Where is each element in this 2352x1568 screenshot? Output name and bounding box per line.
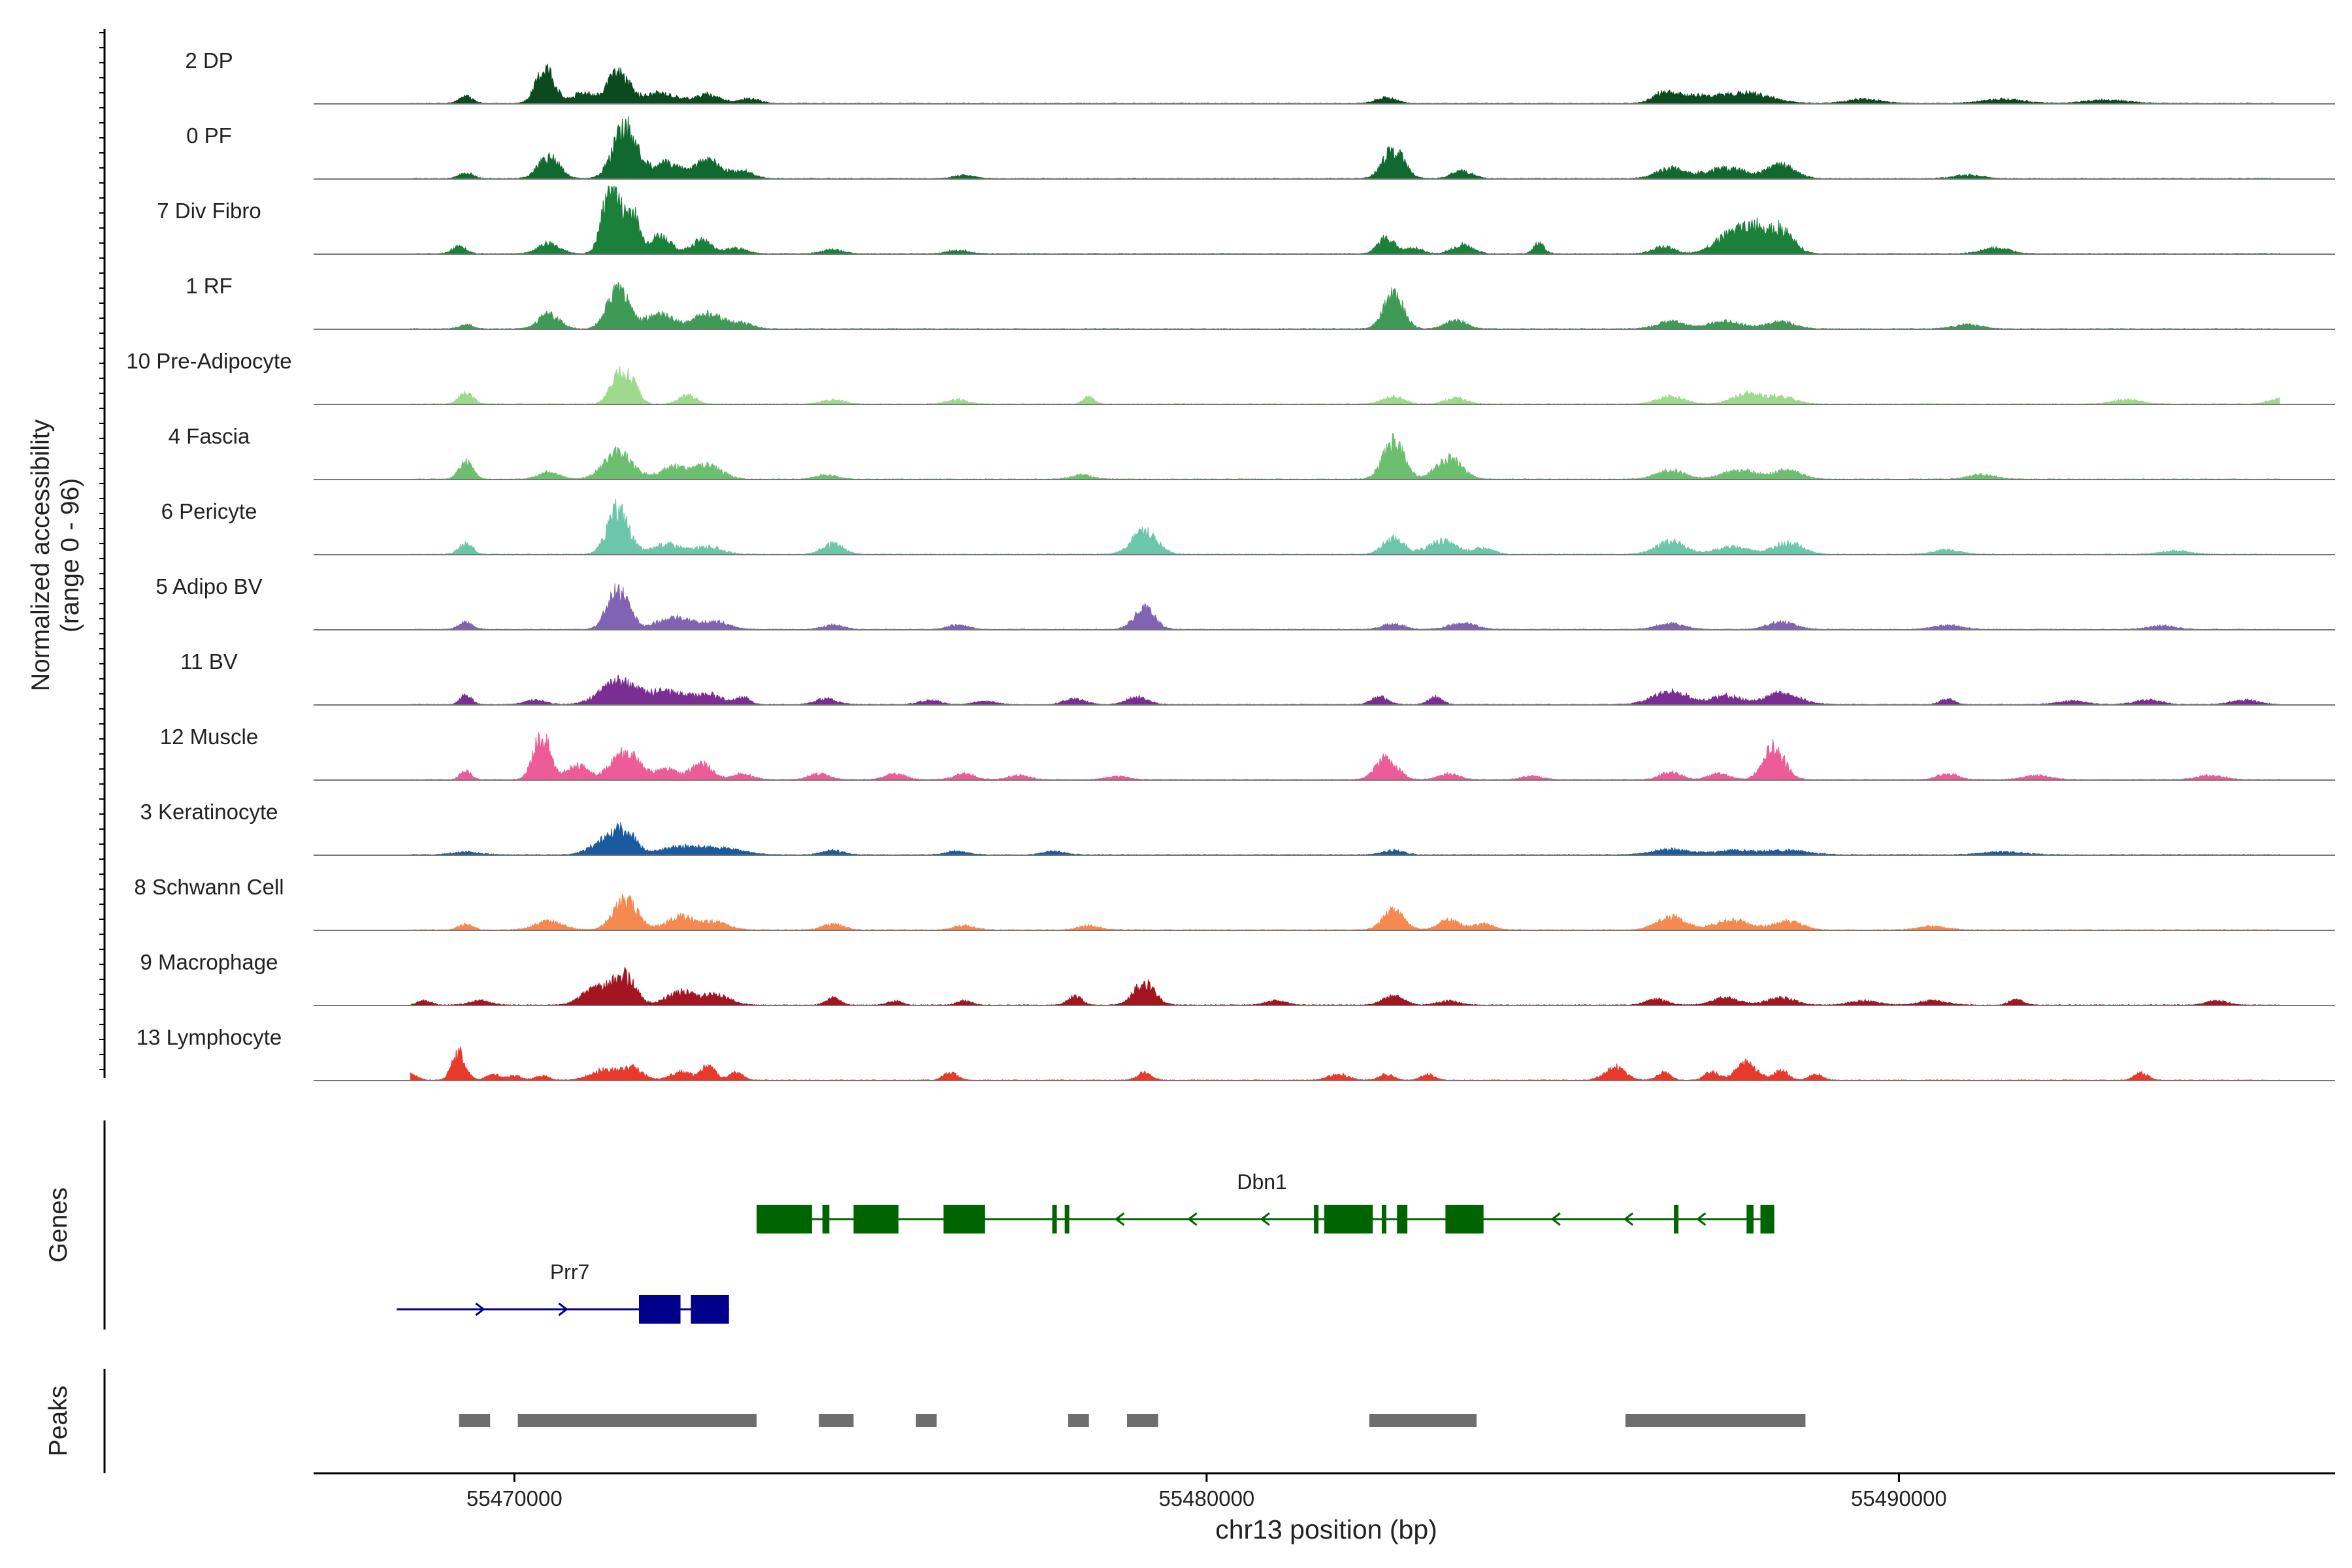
peaks-panel-label: Peaks (44, 1386, 73, 1456)
x-tick-label: 55470000 (466, 1486, 563, 1511)
peak-region (1369, 1414, 1477, 1427)
gene-annotations: Dbn1 Prr7 (397, 1170, 1774, 1324)
peak-region (459, 1414, 491, 1427)
exon (1064, 1205, 1070, 1233)
strand-arrow (1623, 1212, 1634, 1226)
exon (943, 1205, 985, 1233)
exon (691, 1295, 729, 1324)
track-label: 13 Lymphocyte (137, 1025, 282, 1049)
exon (757, 1205, 812, 1233)
track-1-rf: 1 RF (186, 274, 2335, 330)
track-label: 4 Fascia (169, 424, 250, 448)
track-label: 0 PF (186, 123, 232, 148)
peak-region (517, 1414, 757, 1427)
track-12-muscle: 12 Muscle (160, 725, 2335, 781)
track-label: 1 RF (186, 274, 233, 298)
exon (1314, 1205, 1319, 1233)
strand-arrow (558, 1302, 568, 1316)
peak-region (1068, 1414, 1089, 1427)
exon (1746, 1205, 1754, 1233)
strand-arrow (1550, 1212, 1561, 1226)
coverage-tracks: 2 DP 0 PF 7 Div Fibro 1 RF 10 Pre-Adipocyte 4… (126, 48, 2335, 1081)
exon (822, 1205, 830, 1233)
exon (1397, 1205, 1408, 1233)
y-axis-title: Normalized accessibility (27, 419, 55, 691)
strand-arrow (1114, 1212, 1125, 1226)
gene-label: Prr7 (550, 1260, 589, 1284)
exon (1324, 1205, 1373, 1233)
track-3-keratinocyte: 3 Keratinocyte (140, 800, 2335, 856)
track-label: 11 BV (180, 649, 237, 674)
strand-arrow (475, 1302, 485, 1316)
exon (1052, 1205, 1057, 1233)
track-13-lymphocyte: 13 Lymphocyte (137, 1025, 2335, 1081)
exon (639, 1295, 681, 1324)
track-4-fascia: 4 Fascia (169, 424, 2335, 480)
track-8-schwann-cell: 8 Schwann Cell (134, 875, 2335, 931)
x-axis-ticks: 55470000 55480000 55490000 (466, 1473, 1947, 1511)
track-6-pericyte: 6 Pericyte (161, 498, 2335, 555)
track-label: 6 Pericyte (161, 499, 257, 523)
track-label: 12 Muscle (160, 725, 258, 749)
x-tick-label: 55480000 (1158, 1486, 1254, 1511)
peak-region (819, 1414, 854, 1427)
track-2-dp: 2 DP (185, 48, 2335, 105)
gene-label: Dbn1 (1237, 1170, 1287, 1194)
genes-panel-label: Genes (44, 1188, 73, 1263)
x-tick-label: 55490000 (1851, 1486, 1947, 1511)
exon (1760, 1205, 1774, 1233)
strand-arrow (1260, 1212, 1270, 1226)
track-label: 10 Pre-Adipocyte (126, 349, 291, 373)
track-10-pre-adipocyte: 10 Pre-Adipocyte (126, 349, 2335, 405)
track-label: 9 Macrophage (140, 950, 278, 974)
track-label: 8 Schwann Cell (134, 875, 284, 899)
exon (1381, 1205, 1386, 1233)
strand-arrow (1187, 1212, 1198, 1226)
strand-arrow (1695, 1212, 1707, 1226)
track-label: 7 Div Fibro (157, 199, 261, 223)
exon (1674, 1205, 1679, 1233)
track-0-pf: 0 PF (186, 116, 2335, 180)
track-label: 2 DP (185, 48, 233, 73)
track-5-adipo-bv: 5 Adipo BV (155, 574, 2335, 630)
x-axis-title: chr13 position (bp) (1215, 1514, 1437, 1544)
track-7-div-fibro: 7 Div Fibro (157, 186, 2335, 255)
coverage-y-axis-ticks (99, 32, 105, 1070)
gene-dbn1: Dbn1 (757, 1170, 1774, 1233)
y-axis-range-label: (range 0 - 96) (56, 478, 84, 632)
exon (853, 1205, 899, 1233)
peak-region (1625, 1414, 1806, 1427)
exon (1445, 1205, 1484, 1233)
track-9-macrophage: 9 Macrophage (140, 950, 2335, 1006)
track-label: 3 Keratinocyte (140, 800, 278, 824)
peak-region (915, 1414, 937, 1427)
gene-prr7: Prr7 (397, 1260, 729, 1324)
peak-regions (459, 1414, 1806, 1427)
peak-region (1127, 1414, 1158, 1427)
track-label: 5 Adipo BV (155, 574, 262, 598)
track-11-bv: 11 BV (180, 649, 2335, 706)
